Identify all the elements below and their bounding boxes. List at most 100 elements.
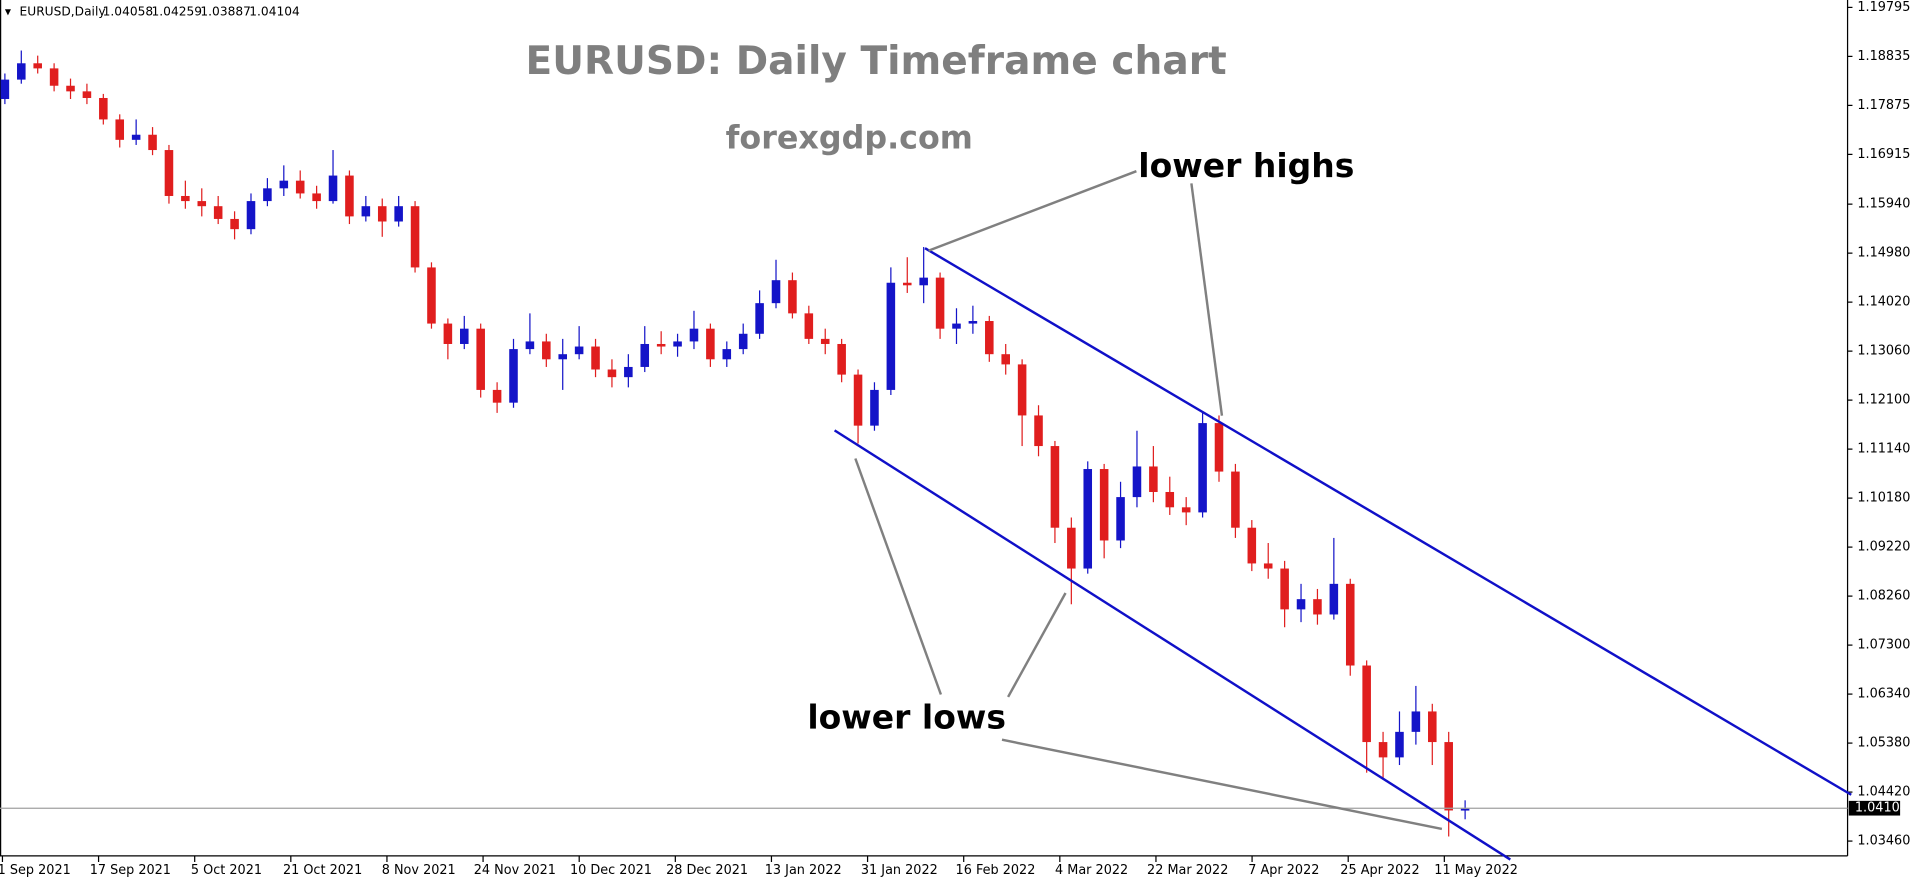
y-tick-label: 1.14980 [1857, 246, 1910, 261]
symbol: EURUSD,Daily [20, 5, 106, 19]
candle-body [427, 267, 436, 324]
x-tick-label: 24 Nov 2021 [474, 863, 556, 878]
x-tick-label: 22 Mar 2022 [1147, 863, 1228, 878]
candle-body [181, 195, 190, 202]
candle-body [1231, 471, 1240, 528]
candle-body [1263, 563, 1273, 569]
candle-body [509, 349, 518, 403]
y-tick-label: 1.15940 [1857, 197, 1910, 212]
candle-body [361, 206, 371, 217]
header-arrow: ▾ [5, 5, 12, 19]
candle-body [230, 218, 239, 230]
y-tick-label: 1.03460 [1857, 834, 1910, 849]
y-tick-label: 1.16915 [1857, 147, 1910, 162]
candle-body [886, 282, 896, 390]
x-tick-label: 25 Apr 2022 [1340, 863, 1419, 878]
x-tick-label: 31 Jan 2022 [861, 863, 938, 878]
candle-body [410, 206, 420, 268]
candle-body [952, 323, 961, 329]
candle-body [263, 188, 272, 202]
candle-body [164, 150, 174, 196]
candle-body [607, 369, 617, 378]
candle-body [1428, 711, 1437, 743]
candle-body [788, 280, 797, 314]
pointer-line [1190, 183, 1224, 416]
current-price-label: 1.04104 [1855, 801, 1908, 816]
candle-body [1198, 423, 1207, 513]
candle-body [640, 343, 650, 367]
chart-title: EURUSD: Daily Timeframe chart [526, 39, 1227, 84]
candle-body [1345, 583, 1355, 666]
candle-body [673, 341, 682, 347]
candle-body [1116, 497, 1125, 541]
candle-body [0, 79, 10, 100]
header: ▾ EURUSD,Daily 1.04058 1.04259 1.03887 1… [5, 5, 300, 19]
candle-body [115, 119, 125, 140]
pointer-line [928, 170, 1137, 252]
candle-body [870, 389, 879, 426]
candle-body [656, 343, 666, 347]
x-tick-label: 21 Oct 2021 [283, 863, 362, 878]
candle-body [328, 175, 338, 202]
pointer-line [1001, 738, 1443, 831]
candle-body [1181, 507, 1191, 513]
candle-body [279, 180, 289, 189]
candle-body [17, 63, 26, 80]
annotation: lower lows [807, 697, 1006, 736]
upper-channel-line [924, 247, 1852, 796]
candle-body [1395, 731, 1404, 758]
header-open: 1.04058 [103, 5, 154, 19]
y-tick-label: 1.10180 [1857, 491, 1910, 506]
candle-body [148, 134, 157, 151]
candle-body [837, 343, 846, 375]
header-close: 1.04104 [249, 5, 300, 19]
candle-body [902, 282, 912, 286]
candle-body [1280, 568, 1289, 610]
y-tick-label: 1.06340 [1857, 687, 1910, 702]
candle-body [574, 346, 584, 355]
y-tick-label: 1.18835 [1857, 49, 1910, 64]
x-tick-label: 28 Dec 2021 [666, 863, 748, 878]
candles [0, 50, 1848, 837]
candle-body [1083, 469, 1093, 569]
candle-body [1132, 466, 1142, 498]
candle-body [1149, 466, 1158, 492]
x-tick-label: 4 Mar 2022 [1055, 863, 1128, 878]
y-tick-label: 1.14020 [1857, 295, 1910, 310]
candle-body [394, 206, 403, 222]
candle-body [919, 277, 928, 286]
candle-body [1214, 423, 1224, 472]
candle-body [738, 333, 748, 350]
candle-body [968, 321, 978, 324]
chart-subtitle: forexgdp.com [726, 120, 973, 156]
x-tick-label: 10 Dec 2021 [570, 863, 652, 878]
y-tick-label: 1.17875 [1857, 98, 1910, 113]
candle-body [706, 328, 715, 360]
candle-body [99, 97, 108, 120]
candle-body [1247, 527, 1257, 564]
candle-body [1099, 469, 1109, 541]
candle-body [345, 175, 354, 217]
candle-body [492, 389, 502, 403]
y-tick-label: 1.19795 [1857, 0, 1910, 15]
drawings: lower highs lower lows [807, 146, 1852, 861]
candle-body [755, 303, 764, 334]
candle-body [1460, 808, 1470, 811]
candle-body [1362, 665, 1371, 743]
candle-body [33, 63, 42, 69]
candle-body [443, 323, 453, 344]
candle-body [1444, 742, 1453, 811]
candle-body [1329, 583, 1339, 615]
candle-body [1034, 415, 1043, 447]
candle-body [722, 349, 732, 360]
x-tick-label: 8 Nov 2021 [382, 863, 456, 878]
pointer-line [1007, 592, 1067, 698]
x-tick-label: 5 Oct 2021 [191, 863, 262, 878]
candle-body [542, 341, 551, 360]
y-tick-label: 1.04420 [1857, 785, 1910, 800]
y-tick-label: 1.05380 [1857, 736, 1910, 751]
y-tick-label: 1.08260 [1857, 589, 1910, 604]
candle-body [213, 206, 223, 219]
y-tick-label: 1.11140 [1857, 442, 1910, 457]
